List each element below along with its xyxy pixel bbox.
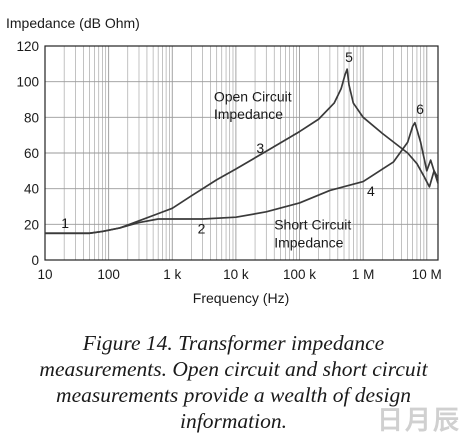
annotation-label: 6	[416, 101, 424, 117]
x-axis-title: Frequency (Hz)	[193, 290, 289, 306]
annotation-label: 5	[345, 49, 353, 65]
x-tick-label: 10 M	[412, 267, 442, 282]
x-axis-ticks: 10 100 1 k 10 k 100 k 1 M 10 M	[37, 267, 441, 282]
y-axis-title: Impedance (dB Ohm)	[6, 15, 140, 31]
annotation-label: Short Circuit	[274, 217, 351, 233]
y-tick-label: 80	[24, 110, 39, 125]
y-tick-label: 120	[16, 39, 39, 54]
annotation-label: Open Circuit	[214, 88, 292, 104]
y-tick-label: 40	[24, 182, 39, 197]
x-tick-label: 100	[97, 267, 120, 282]
figure-caption: Figure 14. Transformer impedance measure…	[0, 330, 467, 434]
annotation-label: 3	[256, 140, 264, 156]
annotation-label: 1	[61, 215, 69, 231]
watermark-logo: 日月辰	[376, 406, 461, 436]
annotations: 1 2 3 4 5 6 Open Circuit Impedance Short Circuit…	[61, 49, 424, 250]
x-tick-label: 1 k	[163, 267, 181, 282]
x-tick-label: 1 M	[352, 267, 375, 282]
grid	[45, 46, 438, 260]
annotation-label: Impedance	[214, 106, 283, 122]
x-tick-label: 100 k	[283, 267, 316, 282]
caption-line-1: Figure 14. Transformer impedance	[82, 331, 385, 355]
caption-line-4: information.	[180, 409, 287, 433]
plot-frame	[44, 45, 439, 261]
y-tick-label: 0	[31, 253, 39, 268]
series-short-circuit-line	[45, 121, 439, 235]
caption-line-2: measurements. Open circuit and short cir…	[39, 357, 428, 381]
annotation-label: Impedance	[274, 235, 343, 251]
annotation-label: 2	[198, 220, 206, 236]
series-group	[45, 68, 439, 235]
x-tick-label: 10	[37, 267, 52, 282]
series-open-circuit-line	[45, 68, 439, 235]
annotation-label: 4	[367, 183, 375, 199]
y-tick-label: 60	[24, 146, 39, 161]
impedance-chart: 0 20 40 60 80 100 120 10 100 1 k 10 k 100 k 1 M 10 M…	[6, 15, 442, 306]
y-axis-ticks: 0 20 40 60 80 100 120	[16, 39, 39, 268]
x-tick-label: 10 k	[223, 267, 249, 282]
y-tick-label: 20	[24, 217, 39, 232]
caption-line-3: measurements provide a wealth of design	[56, 383, 411, 407]
y-tick-label: 100	[16, 75, 39, 90]
